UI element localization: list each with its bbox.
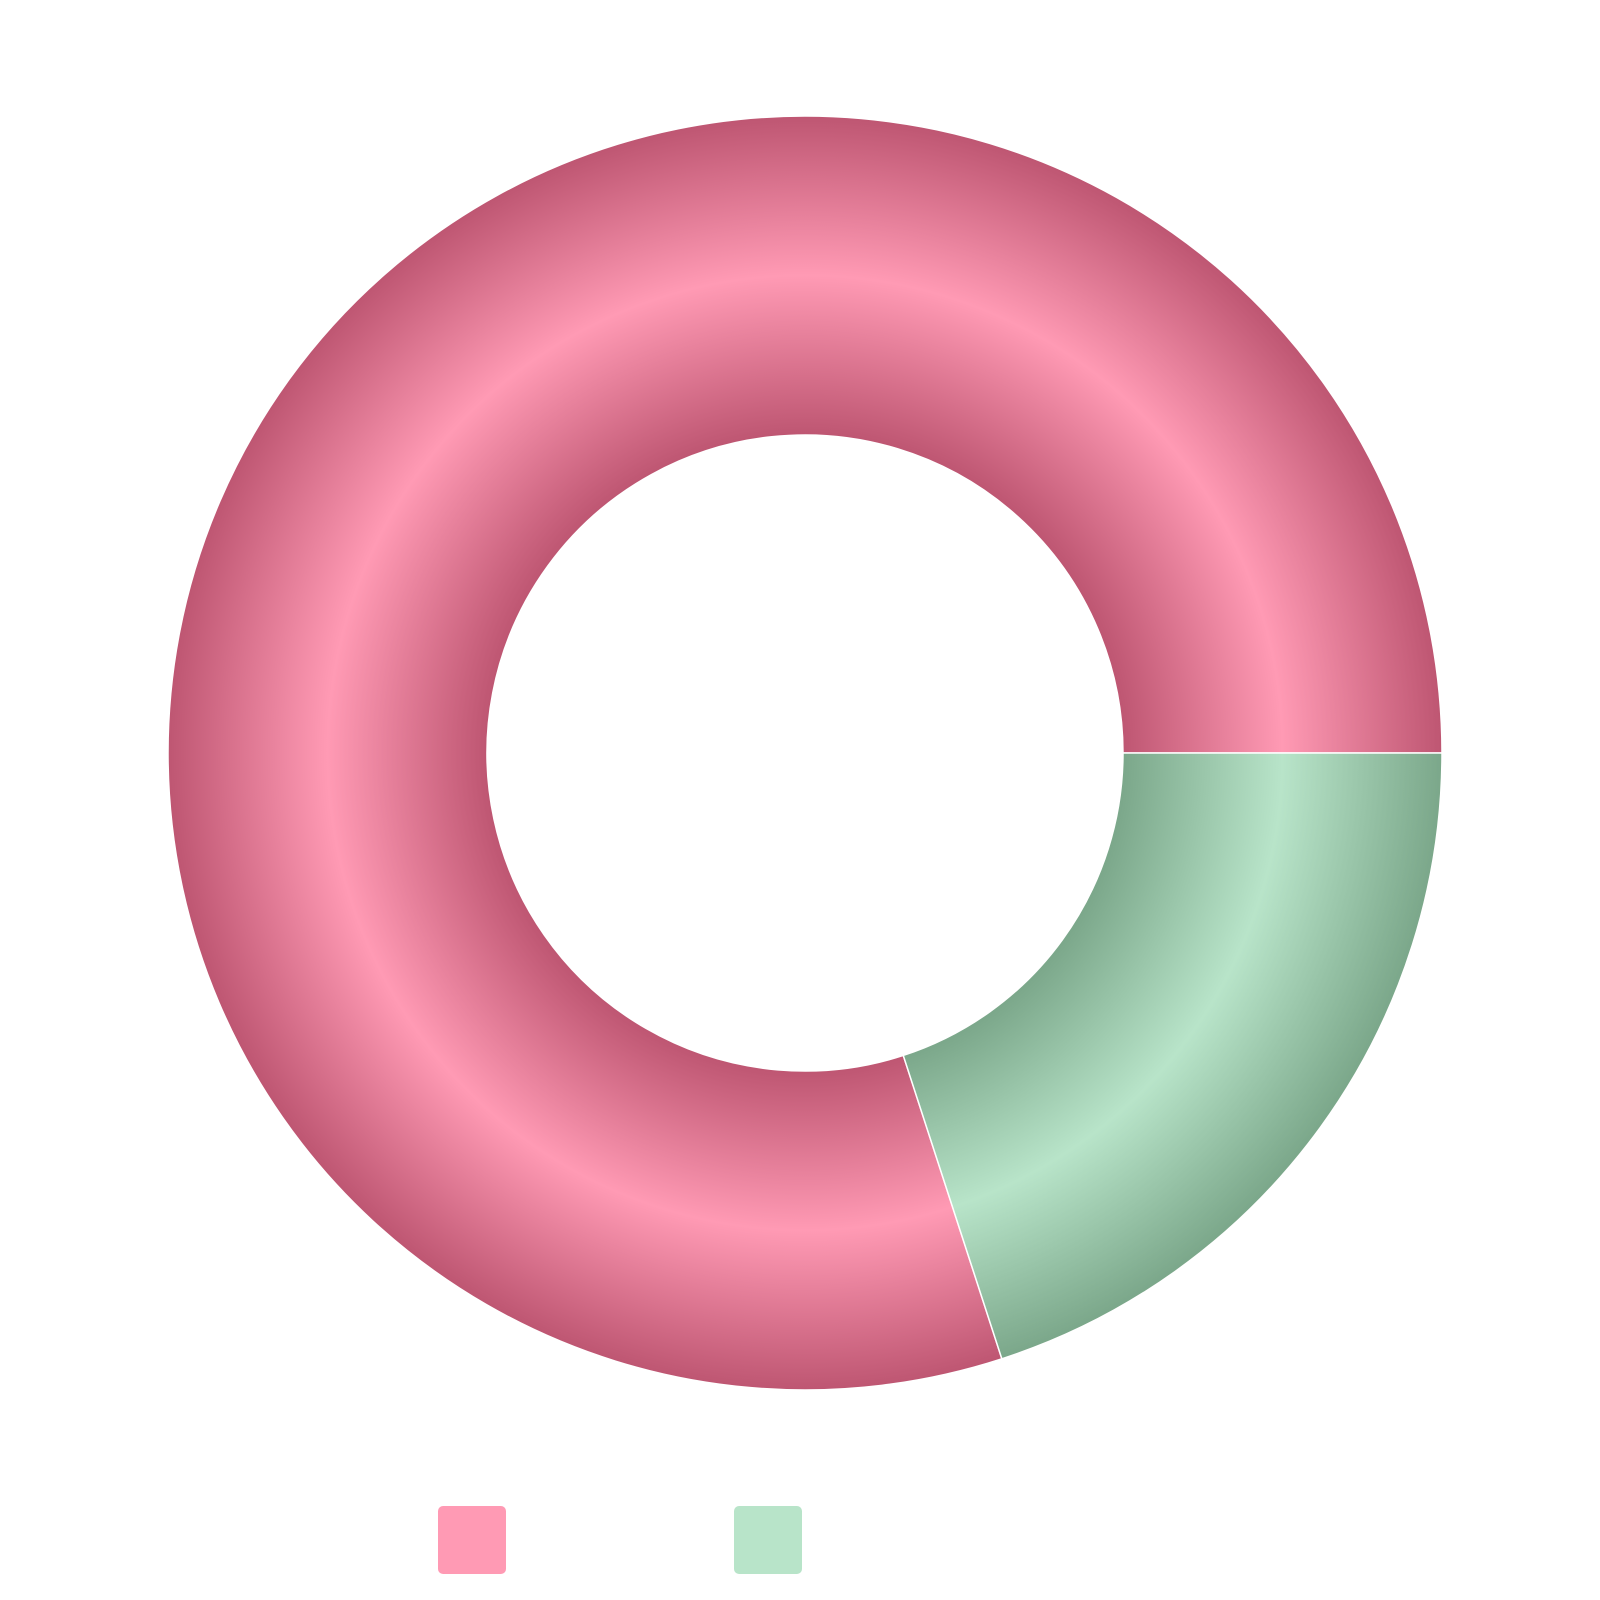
slices-group: [167, 115, 1443, 1391]
donut-slice-1[interactable]: [167, 115, 1443, 1391]
donut-slice-2[interactable]: [902, 752, 1443, 1360]
